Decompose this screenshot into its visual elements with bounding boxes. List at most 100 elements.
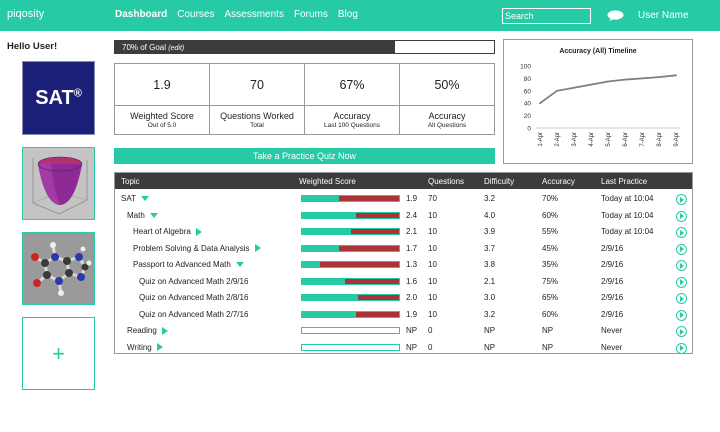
topic-name: Reading — [127, 326, 157, 335]
accuracy-data-point — [607, 80, 609, 83]
score-bar — [301, 261, 400, 268]
go-arrow-icon[interactable] — [676, 227, 687, 238]
accuracy-data-point — [658, 76, 660, 79]
table-row[interactable]: Math 2.4 10 4.0 60% Today at 10:04 — [115, 207, 692, 224]
collapse-toggle-icon[interactable] — [195, 227, 202, 236]
search-input[interactable] — [502, 8, 591, 24]
last-practice-value: 2/9/16 — [601, 309, 624, 319]
go-arrow-icon[interactable] — [676, 293, 687, 304]
table-row[interactable]: Heart of Algebra 2.1 10 3.9 55% Today at 10:0… — [115, 223, 692, 240]
topic-name: Writing — [127, 342, 152, 352]
score-bar-fill — [302, 262, 321, 267]
go-arrow-icon[interactable] — [676, 243, 687, 255]
expand-toggle-icon[interactable] — [149, 212, 158, 218]
collapse-toggle-icon[interactable] — [161, 326, 168, 335]
difficulty-value: 3.0 — [484, 293, 496, 302]
stat-questions-worked: 70 Questions Worked Total — [210, 64, 305, 134]
topic-cell[interactable]: Problem Solving & Data Analysis — [133, 244, 261, 253]
nav-assessments[interactable]: Assessments — [224, 9, 284, 20]
molecule-icon — [23, 233, 94, 304]
accuracy-data-point — [641, 77, 643, 80]
go-arrow-icon[interactable] — [676, 260, 687, 271]
nav-courses[interactable]: Courses — [177, 9, 215, 20]
questions-value: 10 — [428, 227, 437, 236]
stat-value: 1.9 — [115, 64, 209, 106]
table-row[interactable]: SAT 1.9 70 3.2 70% Today at 10:04 — [115, 190, 692, 207]
go-arrow-icon[interactable] — [676, 194, 687, 205]
nav-dashboard[interactable]: Dashboard — [115, 9, 168, 20]
expand-toggle-icon[interactable] — [140, 196, 149, 202]
topic-cell[interactable]: Reading — [127, 326, 168, 335]
nav-forums[interactable]: Forums — [293, 9, 328, 20]
go-arrow-icon[interactable] — [676, 210, 687, 222]
topic-cell[interactable]: Writing — [127, 343, 163, 352]
table-row[interactable]: Reading NP 0 NP NP Never — [115, 322, 692, 339]
x-tick-label: 2-Apr — [555, 132, 561, 147]
practice-quiz-button[interactable]: Take a Practice Quiz Now — [114, 148, 495, 164]
top-nav-bar: piqosity Dashboard Courses Assessments F… — [0, 0, 720, 31]
accuracy-data-point — [590, 83, 592, 86]
accuracy-data-point — [539, 102, 541, 105]
table-row[interactable]: Quiz on Advanced Math 2/7/16 1.9 10 3.2 60% 2… — [115, 306, 692, 323]
difficulty-value: NP — [484, 326, 496, 335]
difficulty-value: 3.8 — [484, 260, 496, 269]
chart-canvas: 0 20 40 60 80 100 1-Apr 2-Apr 3-Apr 4-Apr 5-Apr 6-A… — [520, 64, 680, 147]
expand-toggle-icon[interactable] — [235, 262, 244, 268]
stat-sublabel: Last 100 Questions — [323, 122, 380, 129]
table-row[interactable]: Quiz on Advanced Math 2/9/16 1.6 10 2.1 75% 2… — [115, 273, 692, 290]
accuracy-data-point — [675, 74, 677, 77]
topic-name: Heart of Algebra — [133, 227, 191, 236]
topic-cell[interactable]: Math — [127, 211, 158, 220]
topic-table: Topic Weighted Score Questions Difficult… — [114, 172, 693, 354]
topic-cell[interactable]: Heart of Algebra — [133, 227, 202, 236]
goal-edit-link[interactable]: (edit) — [168, 45, 185, 52]
score-bar-fill — [302, 311, 357, 317]
course-thumb-chemistry[interactable] — [22, 232, 95, 305]
go-arrow-icon[interactable] — [676, 276, 687, 288]
table-row[interactable]: Writing NP 0 NP NP Never — [115, 339, 692, 356]
table-row[interactable]: Passport to Advanced Math 1.3 10 3.8 35% 2/9/… — [115, 256, 692, 273]
last-practice-value: 2/9/16 — [601, 293, 624, 302]
nav-blog[interactable]: Blog — [337, 9, 358, 20]
score-bar — [301, 195, 400, 202]
x-tick-label: 1-Apr — [538, 132, 544, 147]
go-arrow-icon[interactable] — [676, 326, 687, 337]
x-tick-label: 5-Apr — [606, 132, 612, 147]
topic-cell[interactable]: Quiz on Advanced Math 2/7/16 — [139, 310, 248, 319]
score-value: 1.6 — [406, 276, 418, 286]
y-tick-label: 0 — [527, 126, 531, 133]
difficulty-value: 2.1 — [484, 276, 496, 286]
collapse-toggle-icon[interactable] — [156, 343, 163, 352]
topic-cell[interactable]: Quiz on Advanced Math 2/9/16 — [139, 277, 248, 286]
col-questions: Questions — [428, 177, 465, 186]
course-thumb-sat[interactable]: SAT® — [22, 61, 95, 135]
topic-cell[interactable]: Quiz on Advanced Math 2/8/16 — [139, 293, 248, 302]
x-tick-label: 7-Apr — [640, 132, 646, 147]
3d-surface-plot-icon — [23, 148, 94, 219]
user-name-link[interactable]: User Name — [638, 10, 689, 21]
accuracy-value: 70% — [542, 194, 559, 203]
last-practice-value: 2/9/16 — [601, 243, 624, 253]
topic-cell[interactable]: SAT — [121, 194, 149, 203]
table-row[interactable]: Quiz on Advanced Math 2/8/16 2.0 10 3.0 65% 2… — [115, 289, 692, 306]
col-accuracy: Accuracy — [542, 177, 575, 186]
score-bar-fill — [302, 229, 352, 234]
chat-bubble-icon[interactable] — [607, 10, 624, 21]
course-thumb-math-graph[interactable] — [22, 147, 95, 220]
accuracy-value: NP — [542, 326, 554, 335]
collapse-toggle-icon[interactable] — [254, 244, 261, 253]
topic-cell[interactable]: Passport to Advanced Math — [133, 260, 244, 269]
stat-weighted-score: 1.9 Weighted Score Out of 5.0 — [115, 64, 210, 134]
table-row[interactable]: Problem Solving & Data Analysis 1.7 10 3.7 4… — [115, 240, 692, 257]
questions-value: 10 — [428, 210, 437, 220]
score-bar — [301, 277, 400, 285]
questions-value: 0 — [428, 342, 433, 352]
stat-value: 67% — [305, 64, 399, 106]
topic-name: Math — [127, 210, 145, 220]
add-course-button[interactable]: + — [22, 317, 95, 390]
logo[interactable]: piqosity — [7, 8, 45, 20]
go-arrow-icon[interactable] — [676, 342, 687, 354]
score-value: 1.3 — [406, 260, 418, 269]
goal-progress-fill — [115, 41, 396, 53]
go-arrow-icon[interactable] — [676, 309, 687, 321]
